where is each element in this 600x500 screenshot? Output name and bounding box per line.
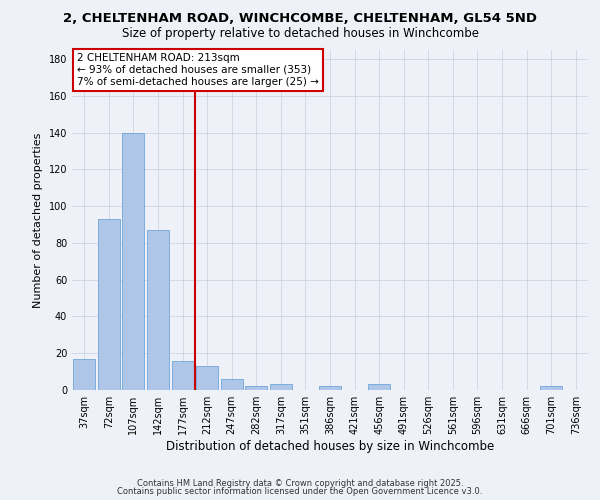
Bar bbox=[245, 386, 268, 390]
Bar bbox=[98, 219, 120, 390]
Bar bbox=[540, 386, 562, 390]
Text: 2 CHELTENHAM ROAD: 213sqm
← 93% of detached houses are smaller (353)
7% of semi-: 2 CHELTENHAM ROAD: 213sqm ← 93% of detac… bbox=[77, 54, 319, 86]
Text: 2, CHELTENHAM ROAD, WINCHCOMBE, CHELTENHAM, GL54 5ND: 2, CHELTENHAM ROAD, WINCHCOMBE, CHELTENH… bbox=[63, 12, 537, 26]
X-axis label: Distribution of detached houses by size in Winchcombe: Distribution of detached houses by size … bbox=[166, 440, 494, 453]
Bar bbox=[270, 384, 292, 390]
Y-axis label: Number of detached properties: Number of detached properties bbox=[33, 132, 43, 308]
Bar bbox=[73, 359, 95, 390]
Text: Contains public sector information licensed under the Open Government Licence v3: Contains public sector information licen… bbox=[118, 487, 482, 496]
Bar bbox=[122, 132, 145, 390]
Bar bbox=[319, 386, 341, 390]
Text: Contains HM Land Registry data © Crown copyright and database right 2025.: Contains HM Land Registry data © Crown c… bbox=[137, 478, 463, 488]
Bar bbox=[368, 384, 390, 390]
Bar bbox=[196, 366, 218, 390]
Bar bbox=[221, 379, 243, 390]
Text: Size of property relative to detached houses in Winchcombe: Size of property relative to detached ho… bbox=[121, 28, 479, 40]
Bar bbox=[172, 360, 194, 390]
Bar bbox=[147, 230, 169, 390]
